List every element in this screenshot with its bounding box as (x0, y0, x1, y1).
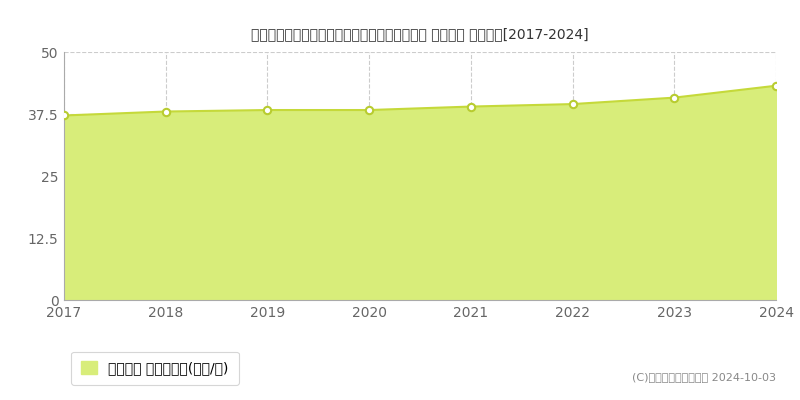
Text: (C)土地価格ドットコム 2024-10-03: (C)土地価格ドットコム 2024-10-03 (632, 372, 776, 382)
Point (362, 107, 375, 113)
Title: 新潟県新潟市中央区出来島２丁目２８１番１外 基準地価 地価推移[2017-2024]: 新潟県新潟市中央区出来島２丁目２８１番１外 基準地価 地価推移[2017-202… (251, 27, 589, 41)
Point (261, 107, 274, 113)
Point (465, 103, 478, 110)
Legend: 基準地価 平均坪単価(万円/坪): 基準地価 平均坪単価(万円/坪) (71, 352, 238, 385)
Point (770, 82, 782, 89)
Point (159, 108, 172, 115)
Point (58, 112, 70, 119)
Point (566, 101, 579, 107)
Point (668, 94, 681, 101)
